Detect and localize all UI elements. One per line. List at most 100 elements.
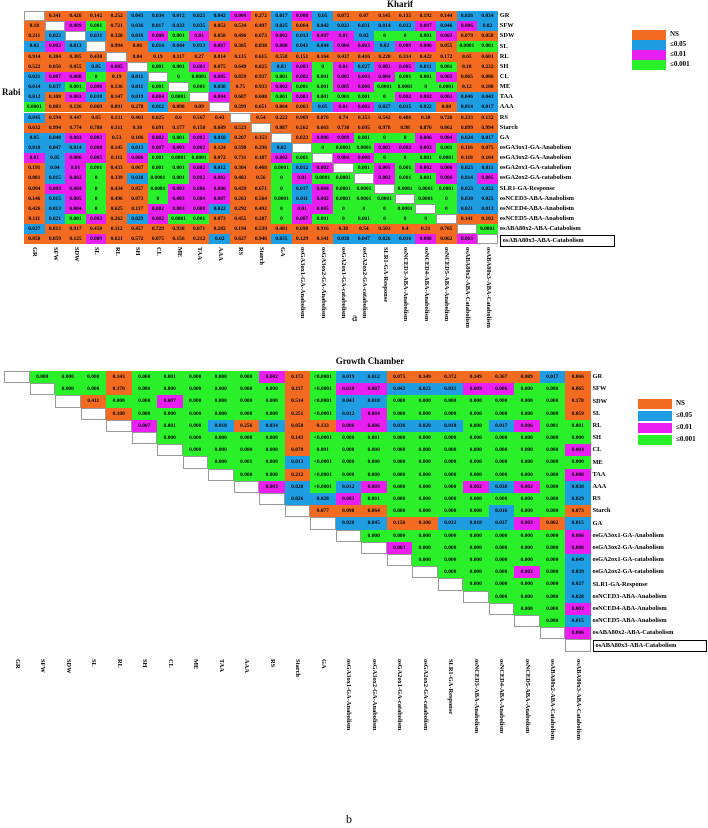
heatmap-cell: 0.0001 xyxy=(374,193,395,204)
heatmap-cell: 0.004 xyxy=(65,203,86,214)
row-label: SDW xyxy=(499,32,515,40)
heatmap-cell: 0.38 xyxy=(415,112,436,123)
heatmap-cell xyxy=(233,480,259,493)
heatmap-cell: 0.025 xyxy=(477,193,498,204)
row-label: osABA80x3-ABA-Catabolism xyxy=(499,235,615,248)
heatmap-cell: 0.098 xyxy=(168,102,189,113)
heatmap-cell xyxy=(285,554,311,566)
heatmap-cell: 0.000 xyxy=(463,444,489,457)
heatmap-cell: 0.649 xyxy=(230,61,251,72)
heatmap-cell: <0.0001 xyxy=(310,395,336,408)
heatmap-cell: 0.000 xyxy=(488,541,514,554)
heatmap-cell: 0.0001 xyxy=(333,173,354,184)
heatmap-cell xyxy=(55,420,81,432)
heatmap-cell: 0.055 xyxy=(436,41,457,52)
heatmap-cell: 0.0001 xyxy=(168,214,189,225)
heatmap-cell xyxy=(106,591,132,603)
heatmap-cell: 0.503 xyxy=(374,224,395,235)
heatmap-cell: 0.003 xyxy=(353,71,375,83)
heatmap-cell xyxy=(183,639,209,651)
heatmap-cell: 0.651 xyxy=(250,102,272,113)
heatmap-cell: 0.135 xyxy=(394,11,416,22)
heatmap-cell: 0.002 xyxy=(514,480,540,493)
heatmap-cell: 0.001 xyxy=(168,132,189,143)
heatmap-cell: 0.018 xyxy=(463,517,489,530)
heatmap-cell: 0 xyxy=(394,132,416,143)
heatmap-cell: 0.01 xyxy=(291,173,313,184)
heatmap-cell xyxy=(55,456,81,468)
column-label: GA xyxy=(319,659,327,669)
heatmap-cell xyxy=(30,493,56,505)
row-label: osNCED4-ABA-Anabolism xyxy=(592,604,667,612)
heatmap-cell: 0.075 xyxy=(386,371,412,384)
heatmap-cell xyxy=(183,615,209,627)
heatmap-cell xyxy=(353,173,375,184)
heatmap-cell: 0.6 xyxy=(168,112,189,123)
column-label: GR xyxy=(13,659,21,669)
heatmap-cell xyxy=(208,627,234,639)
row-label: osABA80x2-ABA-Catabolism xyxy=(499,225,581,233)
heatmap-cell xyxy=(106,530,132,542)
heatmap-cell: 0.000 xyxy=(437,529,463,542)
heatmap-cell: 0.862 xyxy=(436,122,457,133)
legend-swatch xyxy=(638,423,672,433)
heatmap-cell: <0.0001 xyxy=(310,480,336,493)
heatmap-cell: 0.017 xyxy=(539,371,565,384)
heatmap-cell xyxy=(183,517,209,529)
heatmap-cell: 0.058 xyxy=(477,31,498,42)
heatmap-cell: <0.0001 xyxy=(310,456,336,469)
legend-swatch xyxy=(638,399,672,409)
heatmap-cell: 0.0001 xyxy=(147,173,169,184)
heatmap-cell: 0.001 xyxy=(312,71,333,83)
heatmap-cell: 0.002 xyxy=(415,163,436,174)
heatmap-cell: 0.116 xyxy=(456,142,478,154)
heatmap-cell: 0.411 xyxy=(80,395,106,408)
heatmap-cell xyxy=(489,627,515,639)
heatmap-cell: 0.001 xyxy=(147,153,169,164)
heatmap-cell: 0.028 xyxy=(565,590,591,603)
heatmap-cell: 0.933 xyxy=(250,82,272,93)
heatmap-cell: 0.000 xyxy=(55,383,81,396)
heatmap-cell: 0.522 xyxy=(24,61,45,72)
heatmap-cell xyxy=(438,639,464,651)
heatmap-cell xyxy=(183,530,209,542)
heatmap-cell: 0.001 xyxy=(415,153,436,164)
heatmap-cell xyxy=(259,578,285,590)
heatmap-cell xyxy=(183,554,209,566)
heatmap-cell: 0.000 xyxy=(539,590,565,603)
heatmap-cell xyxy=(30,627,56,639)
heatmap-cell xyxy=(208,554,234,566)
heatmap-cell xyxy=(234,639,260,651)
heatmap-cell xyxy=(30,395,56,407)
heatmap-cell: 0.003 xyxy=(436,92,457,103)
heatmap-cell: 0.689 xyxy=(209,122,230,133)
heatmap-cell xyxy=(310,627,336,639)
heatmap-cell: 0 xyxy=(168,71,189,83)
heatmap-cell: 0.02 xyxy=(271,142,292,154)
heatmap-cell xyxy=(4,420,30,432)
legend-label: ≤0.05 xyxy=(670,40,687,48)
heatmap-cell: 0 xyxy=(85,193,107,204)
heatmap-cell: 0.023 xyxy=(456,163,478,174)
heatmap-cell: 0.014 xyxy=(65,142,86,154)
heatmap-cell xyxy=(183,481,209,493)
heatmap-cell: 0 xyxy=(374,132,395,143)
heatmap-cell: 0.19 xyxy=(106,71,127,83)
heatmap-cell: 0.003 xyxy=(188,61,210,72)
heatmap-cell: 0.131 xyxy=(106,112,127,123)
heatmap-cell: 0.000 xyxy=(437,554,463,567)
heatmap-cell: 0.006 xyxy=(361,419,387,432)
column-label: osABA80x2-ABA-Catabolism xyxy=(549,659,557,740)
heatmap-cell: 0.263 xyxy=(230,193,251,204)
heatmap-cell: 0 xyxy=(436,203,457,214)
heatmap-cell: 0.191 xyxy=(24,163,45,174)
heatmap-cell xyxy=(361,615,387,627)
heatmap-cell xyxy=(361,591,387,603)
heatmap-cell: 0.111 xyxy=(24,214,45,225)
heatmap-cell: 0.046 xyxy=(456,92,478,103)
heatmap-cell: 0.001 xyxy=(394,163,416,174)
heatmap-cell: 0.433 xyxy=(106,163,127,174)
heatmap-cell xyxy=(361,541,387,554)
heatmap-cell: 0.000 xyxy=(386,480,412,493)
heatmap-cell: 0.000 xyxy=(233,432,259,445)
